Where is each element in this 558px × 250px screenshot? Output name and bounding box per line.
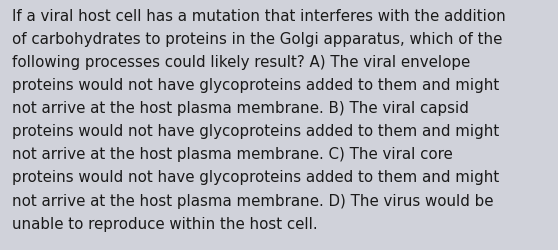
Text: not arrive at the host plasma membrane. D) The virus would be: not arrive at the host plasma membrane. … <box>12 193 494 208</box>
Text: proteins would not have glycoproteins added to them and might: proteins would not have glycoproteins ad… <box>12 78 499 93</box>
Text: proteins would not have glycoproteins added to them and might: proteins would not have glycoproteins ad… <box>12 124 499 139</box>
Text: of carbohydrates to proteins in the Golgi apparatus, which of the: of carbohydrates to proteins in the Golg… <box>12 32 503 47</box>
Text: not arrive at the host plasma membrane. C) The viral core: not arrive at the host plasma membrane. … <box>12 147 453 162</box>
Text: following processes could likely result? A) The viral envelope: following processes could likely result?… <box>12 55 470 70</box>
Text: proteins would not have glycoproteins added to them and might: proteins would not have glycoproteins ad… <box>12 170 499 185</box>
Text: unable to reproduce within the host cell.: unable to reproduce within the host cell… <box>12 216 318 231</box>
Text: not arrive at the host plasma membrane. B) The viral capsid: not arrive at the host plasma membrane. … <box>12 101 469 116</box>
Text: If a viral host cell has a mutation that interferes with the addition: If a viral host cell has a mutation that… <box>12 9 506 24</box>
